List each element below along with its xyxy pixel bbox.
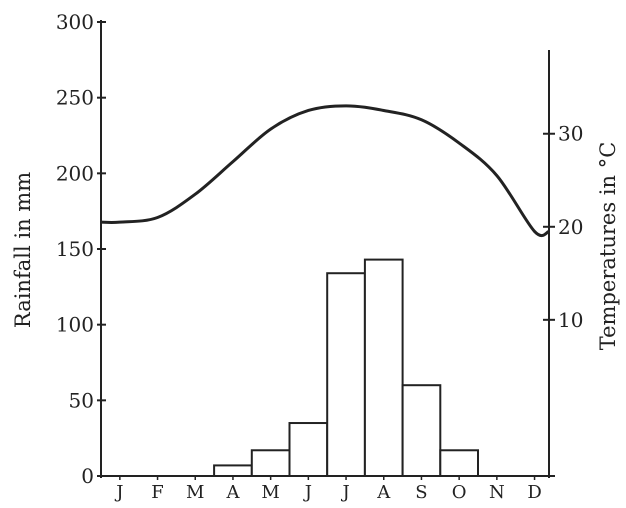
temperature-line-group bbox=[100, 104, 550, 238]
rainfall-bar-6 bbox=[326, 272, 366, 477]
rainfall-bars bbox=[213, 258, 479, 478]
left-tick-label-6: 300 bbox=[56, 10, 94, 34]
rainfall-bar-8 bbox=[401, 384, 442, 477]
axes bbox=[97, 20, 555, 480]
month-label-10: N bbox=[489, 482, 505, 503]
month-label-5: J bbox=[303, 482, 312, 503]
month-label-3: A bbox=[225, 482, 240, 503]
rainfall-bar-9 bbox=[439, 449, 479, 477]
right-tick-label-2: 30 bbox=[558, 122, 583, 146]
left-axis-title: Rainfall in mm bbox=[11, 172, 35, 328]
month-label-1: F bbox=[151, 482, 164, 503]
right-tick-label-0: 10 bbox=[558, 308, 583, 332]
month-label-6: J bbox=[340, 482, 349, 503]
right-axis-title: Temperatures in °C bbox=[596, 142, 620, 351]
month-label-8: S bbox=[415, 482, 427, 503]
month-label-9: O bbox=[452, 482, 467, 503]
rainfall-bar-5 bbox=[288, 422, 329, 477]
month-label-4: M bbox=[261, 482, 279, 503]
month-label-0: J bbox=[114, 482, 123, 503]
left-tick-label-3: 150 bbox=[56, 237, 94, 261]
temperature-line bbox=[100, 104, 550, 238]
left-tick-label-4: 200 bbox=[56, 161, 94, 185]
month-label-7: A bbox=[376, 482, 391, 503]
rainfall-bar-3 bbox=[213, 464, 253, 477]
right-tick-label-1: 20 bbox=[558, 215, 583, 239]
month-label-2: M bbox=[186, 482, 204, 503]
left-tick-label-2: 100 bbox=[56, 313, 94, 337]
month-label-11: D bbox=[527, 482, 541, 503]
left-tick-label-5: 250 bbox=[56, 86, 94, 110]
left-tick-label-0: 0 bbox=[81, 464, 94, 488]
rainfall-bar-7 bbox=[363, 258, 404, 478]
rainfall-bar-4 bbox=[250, 449, 291, 477]
left-tick-label-1: 50 bbox=[69, 388, 94, 412]
